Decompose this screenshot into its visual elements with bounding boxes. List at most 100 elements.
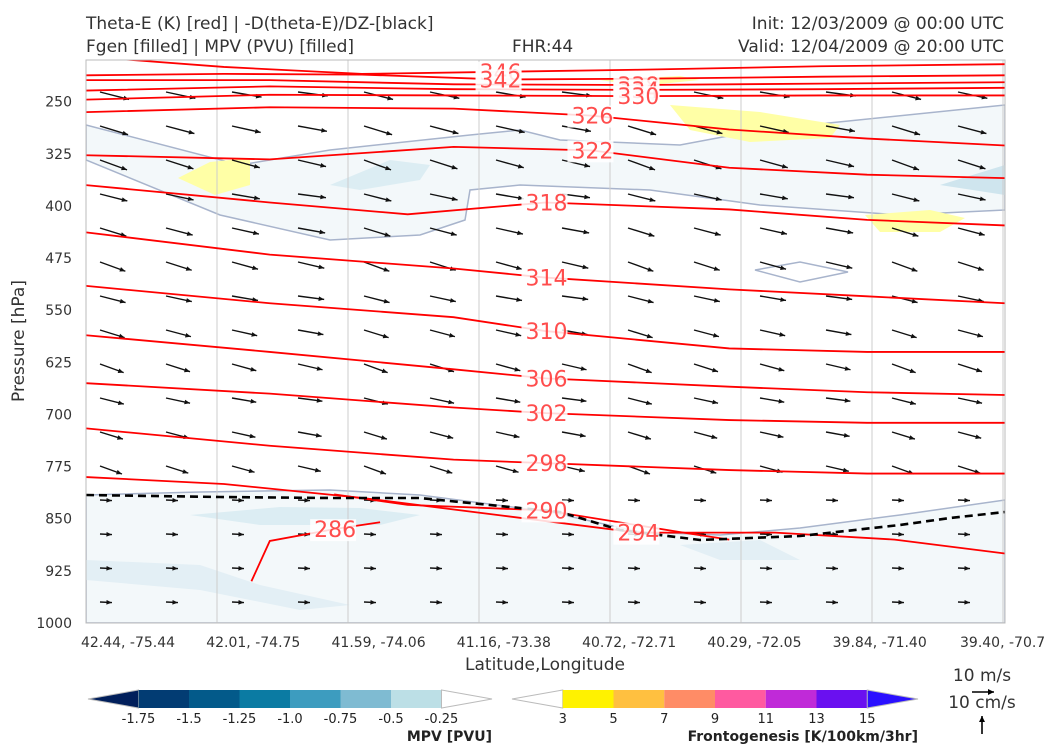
wind-vector-head [172, 531, 178, 537]
theta-e-contour [86, 85, 1005, 92]
colorbar-tick-label: 3 [559, 712, 567, 727]
wind-vector-head [186, 231, 193, 236]
wind-vector-head [645, 368, 652, 373]
wind-vector-head [184, 399, 191, 405]
wind-vector-head [106, 497, 112, 503]
colorbar-tick-label: -0.25 [425, 712, 459, 727]
x-tick-label: 42.01, -74.75 [206, 635, 300, 651]
wind-vector-head [844, 366, 851, 371]
wind-vector-head [452, 129, 459, 135]
wind-vector-head [908, 435, 915, 440]
wind-vector-head [187, 164, 194, 170]
wind-vector-head [384, 232, 391, 237]
wind-vector-head [116, 435, 123, 440]
theta-e-contour-label: 290 [526, 499, 568, 524]
wind-vector-head [249, 433, 256, 439]
wind-vector-head [514, 398, 521, 404]
wind-vector-head [832, 565, 838, 571]
wind-vector-head [713, 298, 720, 303]
wind-vector-head [979, 196, 986, 202]
wind-vector-head [253, 230, 259, 236]
x-tick-label: 42.44, -75.44 [81, 635, 175, 651]
wind-vector-head [848, 194, 854, 200]
colorbar-tick-label: 13 [808, 712, 825, 727]
wind-vector-head [316, 398, 323, 403]
mpv-core-lower-left [86, 560, 350, 610]
wind-vector-head [634, 599, 640, 605]
vector-key-arrowhead-v [979, 716, 985, 722]
theta-e-contour-label: 326 [571, 105, 613, 130]
colorbar-swatch [138, 690, 189, 708]
wind-vector-head [848, 163, 855, 168]
wind-vector-head [502, 497, 508, 503]
fgen-patch-left [178, 158, 250, 195]
wind-vector-head [844, 398, 851, 403]
wind-vector-head [634, 497, 640, 503]
wind-vector-head [119, 298, 126, 304]
x-tick-label: 40.29, -72.05 [707, 635, 801, 651]
wind-vector-head [517, 163, 524, 169]
wind-vector-head [106, 599, 112, 605]
wind-vector-head [978, 231, 985, 236]
y-axis-ticks: 250 325 400 475 550 625 700 775 850 925 1000 [36, 95, 72, 632]
wind-vector-head [700, 497, 706, 503]
wind-vector-head [976, 399, 983, 405]
wind-vector-head [185, 266, 192, 271]
wind-vector-head [711, 434, 718, 440]
wind-vector-head [846, 264, 853, 270]
wind-vector-head [584, 163, 591, 168]
theta-e-labels: 3463423383343303263223183143103063022982… [310, 61, 660, 547]
chart-title-line1: Theta-E (K) [red] | -D(theta-E)/DZ-[blac… [86, 14, 434, 34]
chart-title-line2: Fgen [filled] | MPV (PVU) [filled] [86, 37, 355, 57]
wind-vector-head [583, 229, 590, 235]
colorbar-swatch [866, 689, 919, 709]
wind-vector-head [842, 467, 849, 473]
wind-vector-head [106, 565, 112, 571]
wind-vector-head [451, 164, 458, 170]
init-time: Init: 12/03/2009 @ 00:00 UTC [751, 14, 1004, 34]
wind-vector-head [976, 367, 982, 373]
wind-vector-head [780, 297, 787, 302]
wind-vector-head [909, 400, 916, 405]
wind-vector-head [650, 130, 657, 136]
wind-vector-head [316, 366, 323, 371]
wind-vector-head [370, 599, 376, 605]
wind-vector-head [975, 434, 982, 440]
wind-vector-head [254, 128, 261, 134]
colorbar-tick-label: -1.25 [223, 712, 257, 727]
x-tick-label: 41.59, -74.06 [332, 635, 426, 651]
wind-vector-head [568, 531, 574, 537]
y-tick-label: 775 [45, 460, 72, 476]
colorbar-tick-label: 15 [859, 712, 876, 727]
theta-e-contour-label: 342 [480, 68, 522, 93]
wind-vector-head [450, 231, 457, 236]
theta-e-contour [86, 73, 1005, 81]
mpv-colorbar-title: MPV [PVU] [407, 729, 492, 745]
contour-label-bg [521, 192, 568, 215]
wind-vector-head [250, 366, 257, 372]
wind-vector-head [716, 129, 723, 135]
wind-vector-head [778, 366, 785, 372]
wind-vector-head [386, 130, 393, 136]
wind-vector-head [120, 232, 127, 237]
wind-vector-head [513, 433, 520, 439]
wind-vector-head [118, 333, 125, 339]
vector-key-horizontal: 10 m/s [953, 666, 1011, 686]
wind-vector-head [447, 434, 454, 440]
wind-vector-head [644, 435, 651, 440]
wind-vector-head [119, 267, 126, 272]
wind-vector-head [451, 196, 458, 202]
wind-vector-head [321, 127, 327, 133]
wind-vector-head [436, 531, 442, 537]
wind-vector-head [977, 266, 984, 271]
fgen-patch-mid [670, 105, 840, 142]
contour-label-bg [521, 321, 568, 344]
wind-vector-head [517, 230, 523, 236]
wind-vector-head [318, 264, 325, 270]
wind-vector-head [578, 467, 585, 473]
y-tick-label: 250 [45, 95, 72, 111]
wind-vector-head [964, 531, 970, 537]
wind-vector-head [314, 467, 321, 473]
wind-vector-head [370, 531, 376, 537]
wind-vector-head [898, 565, 904, 571]
